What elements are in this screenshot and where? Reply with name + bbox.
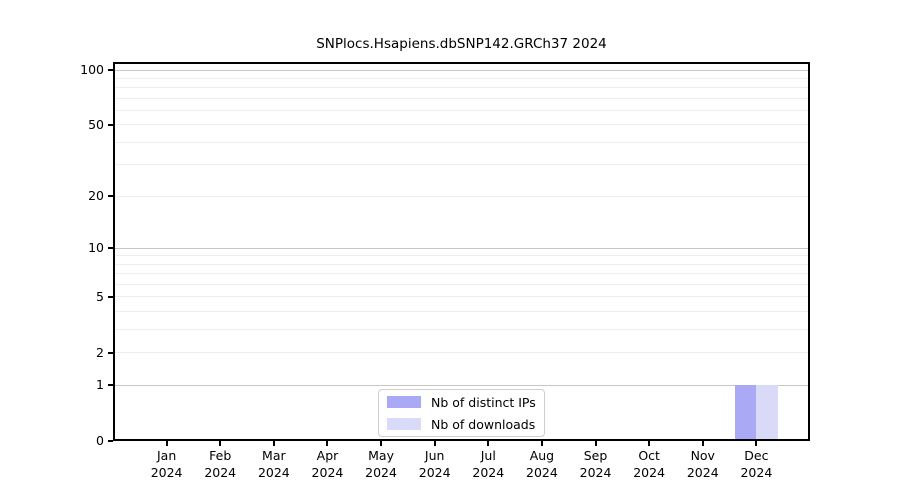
y-tick-label: 20: [88, 188, 104, 204]
x-tick-mark: [755, 441, 758, 446]
gridline-minor: [113, 164, 810, 166]
x-tick-mark: [165, 441, 168, 446]
plot-area: 0 1 2 5 10 20 50 100 Jan 2024 Feb 2024 Mar 2024 Apr 202…: [80, 62, 810, 480]
y-tick-mark: [108, 123, 113, 126]
x-tick-label: Dec 2024: [740, 448, 773, 480]
y-tick-label: 1: [96, 377, 104, 393]
x-tick-label: Oct 2024: [633, 448, 666, 480]
gridline-minor: [113, 124, 810, 126]
x-tick-label: Sep 2024: [579, 448, 612, 480]
y-tick-label: 5: [96, 288, 104, 304]
y-tick-label: 100: [80, 62, 104, 77]
x-tick-mark: [701, 441, 704, 446]
gridline-major: [113, 69, 810, 71]
gridline-minor: [113, 97, 810, 99]
x-tick-label: Feb 2024: [204, 448, 237, 480]
x-tick-mark: [433, 441, 436, 446]
y-tick-mark: [108, 295, 113, 298]
bar-nb-of-downloads: [756, 385, 778, 441]
x-tick-label: Jun 2024: [418, 448, 451, 480]
x-tick-mark: [487, 441, 490, 446]
y-tick-mark: [108, 384, 113, 387]
x-tick-label: Mar 2024: [257, 448, 290, 480]
y-tick-mark: [108, 440, 113, 442]
gridline-minor: [113, 141, 810, 143]
x-tick-label: May 2024: [365, 448, 397, 480]
x-tick-label: Apr 2024: [311, 448, 344, 480]
x-tick-mark: [326, 441, 329, 446]
y-tick-mark: [108, 195, 113, 198]
gridline-minor: [113, 87, 810, 89]
chart-title: SNPlocs.Hsapiens.dbSNP142.GRCh37 2024: [316, 36, 607, 52]
y-tick-label: 50: [88, 116, 104, 132]
y-tick-label: 10: [88, 240, 104, 256]
gridline-minor: [113, 329, 810, 331]
gridline-minor: [113, 284, 810, 286]
gridline-major: [113, 384, 810, 386]
gridline-minor: [113, 311, 810, 313]
gridline-minor: [113, 110, 810, 112]
gridline-minor: [113, 352, 810, 354]
y-tick-mark: [108, 247, 113, 250]
x-tick-label: Jul 2024: [472, 448, 505, 480]
x-tick-mark: [648, 441, 651, 446]
gridline-minor: [113, 296, 810, 298]
x-tick-label: Nov 2024: [686, 448, 719, 480]
x-tick-mark: [594, 441, 597, 446]
y-tick-mark: [108, 69, 113, 71]
x-tick-label: Aug 2024: [526, 448, 558, 480]
x-tick-mark: [272, 441, 275, 446]
x-tick-mark: [540, 441, 543, 446]
gridline-minor: [113, 195, 810, 197]
bar-nb-of-distinct-ips: [734, 385, 757, 441]
gridline-minor: [113, 263, 810, 265]
x-tick-mark: [219, 441, 222, 446]
gridline-minor: [113, 77, 810, 79]
gridline-minor: [113, 273, 810, 275]
x-tick-label: Jan 2024: [150, 448, 183, 480]
x-tick-mark: [380, 441, 383, 446]
gridline-minor: [113, 255, 810, 257]
y-tick-mark: [108, 351, 113, 354]
y-tick-label: 2: [96, 344, 104, 360]
y-tick-label: 0: [96, 433, 104, 448]
gridline-major: [113, 247, 810, 249]
